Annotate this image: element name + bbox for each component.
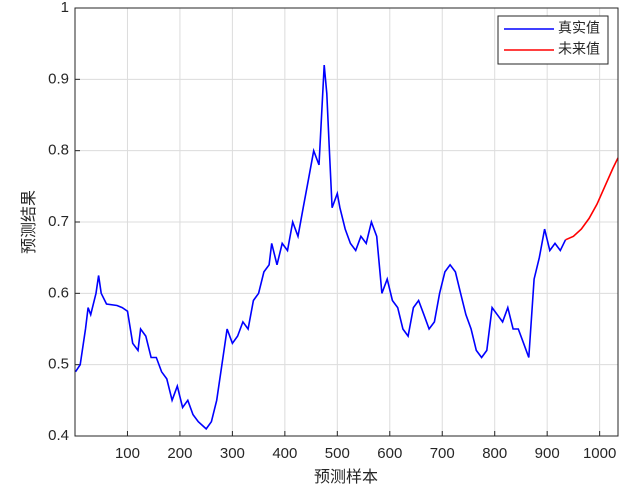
y-tick-label: 0.9 bbox=[48, 70, 69, 87]
series-line bbox=[565, 157, 619, 241]
y-tick-label: 0.4 bbox=[48, 427, 69, 444]
y-tick-label: 1 bbox=[61, 0, 69, 16]
legend-box bbox=[497, 15, 609, 65]
x-tick-label: 300 bbox=[220, 445, 245, 462]
legend-label: 真实值 bbox=[558, 20, 600, 36]
y-axis-label: 预测结果 bbox=[20, 190, 38, 254]
x-tick-label: 500 bbox=[325, 445, 350, 462]
x-axis-label: 预测样本 bbox=[314, 468, 378, 486]
y-tick-label: 0.7 bbox=[48, 213, 69, 230]
x-tick-label: 900 bbox=[535, 445, 560, 462]
y-tick-label: 0.6 bbox=[48, 284, 69, 301]
x-tick-label: 1000 bbox=[583, 445, 616, 462]
y-tick-label: 0.8 bbox=[48, 142, 69, 159]
x-tick-label: 800 bbox=[482, 445, 507, 462]
x-tick-label: 100 bbox=[115, 445, 140, 462]
x-tick-label: 200 bbox=[167, 445, 192, 462]
x-tick-label: 600 bbox=[377, 445, 402, 462]
legend-label: 未来值 bbox=[558, 41, 600, 57]
y-tick-label: 0.5 bbox=[48, 356, 69, 373]
x-tick-label: 400 bbox=[272, 445, 297, 462]
series-line bbox=[74, 65, 567, 431]
x-tick-label: 700 bbox=[430, 445, 455, 462]
axes-box bbox=[74, 7, 619, 437]
